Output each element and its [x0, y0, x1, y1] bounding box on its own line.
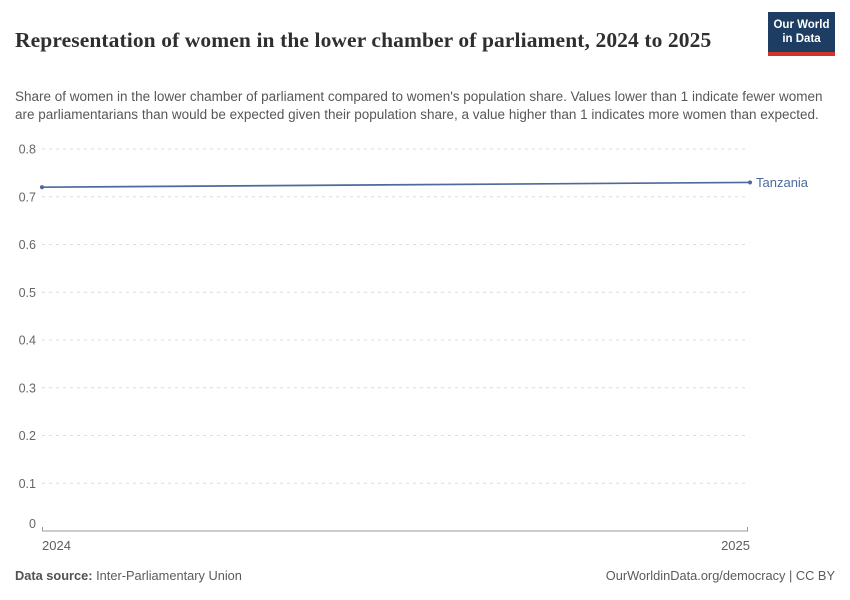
y-tick-label-0.4: 0.4 [19, 334, 36, 348]
chart-subtitle: Share of women in the lower chamber of p… [15, 88, 823, 123]
y-tick-label-0.6: 0.6 [19, 238, 36, 252]
x-tick-label-2025: 2025 [721, 538, 750, 553]
chart-footer: Data source: Inter-Parliamentary Union O… [15, 568, 835, 583]
data-source-label: Data source: [15, 568, 93, 583]
tanzania-end-point[interactable] [747, 180, 753, 185]
owid-logo-text-line2: in Data [782, 33, 821, 45]
data-source: Data source: Inter-Parliamentary Union [15, 568, 242, 583]
tanzania-start-point[interactable] [39, 185, 45, 190]
y-tick-label-0.1: 0.1 [19, 477, 36, 491]
tanzania-line-series[interactable] [41, 181, 749, 189]
owid-logo[interactable]: Our World in Data [768, 12, 835, 56]
y-tick-label-0.2: 0.2 [19, 429, 36, 443]
y-tick-label-0: 0 [29, 517, 36, 531]
owid-logo-text-line1: Our World [773, 18, 830, 31]
chart-svg: 0 0.1 0.2 0.3 0.4 0.5 0.6 0.7 0.8 2024 2025 Tanzani… [19, 143, 809, 554]
y-tick-label-0.7: 0.7 [19, 190, 36, 204]
data-source-name: Inter-Parliamentary Union [96, 568, 242, 583]
y-tick-label-0.5: 0.5 [19, 286, 36, 300]
x-tick-label-2024: 2024 [42, 538, 71, 553]
y-tick-label-0.8: 0.8 [19, 143, 36, 157]
series-end-label-tanzania[interactable]: Tanzania [756, 175, 809, 190]
credit-link[interactable]: OurWorldinData.org/democracy | CC BY [605, 568, 835, 583]
y-tick-label-0.3: 0.3 [19, 381, 36, 395]
page-title: Representation of women in the lower cha… [15, 28, 712, 53]
